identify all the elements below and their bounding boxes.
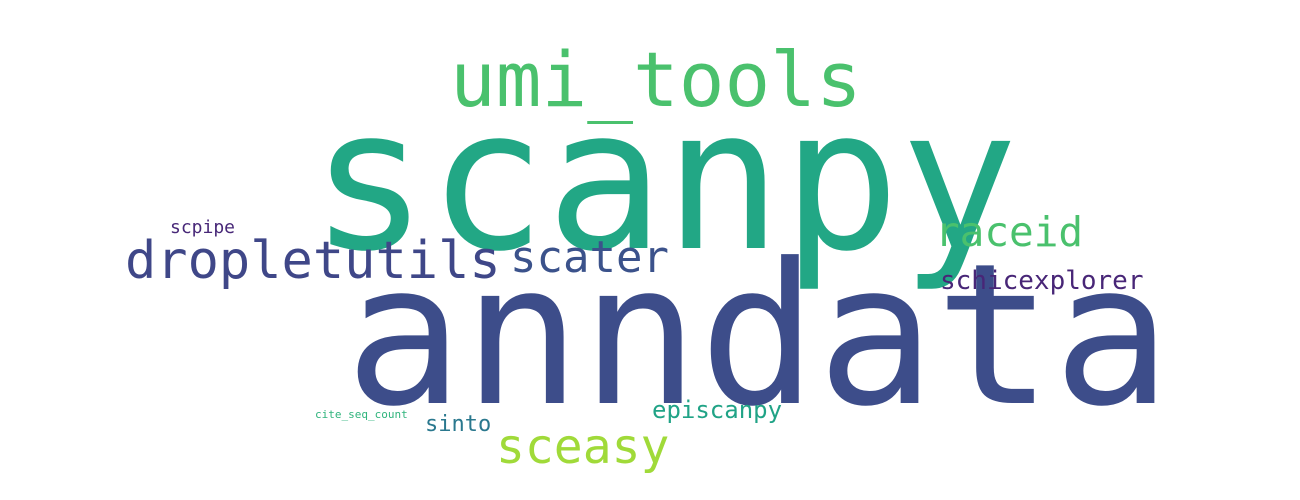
word-scanpy: scanpy — [310, 67, 1019, 295]
word-cite-seq-count: cite_seq_count — [315, 408, 408, 421]
word-umi-tools: umi_tools — [450, 35, 862, 124]
word-schicexplorer: schicexplorer — [940, 266, 1144, 296]
word-sceasy: sceasy — [496, 419, 670, 475]
word-dropletutils: dropletutils — [125, 231, 501, 291]
word-episcanpy: episcanpy — [652, 396, 783, 424]
word-scater: scater — [510, 232, 669, 283]
word-scpipe: scpipe — [170, 217, 236, 238]
word-sinto: sinto — [425, 412, 492, 437]
word-raceid: raceid — [935, 208, 1084, 256]
word-anndata: anndata — [345, 222, 1172, 450]
